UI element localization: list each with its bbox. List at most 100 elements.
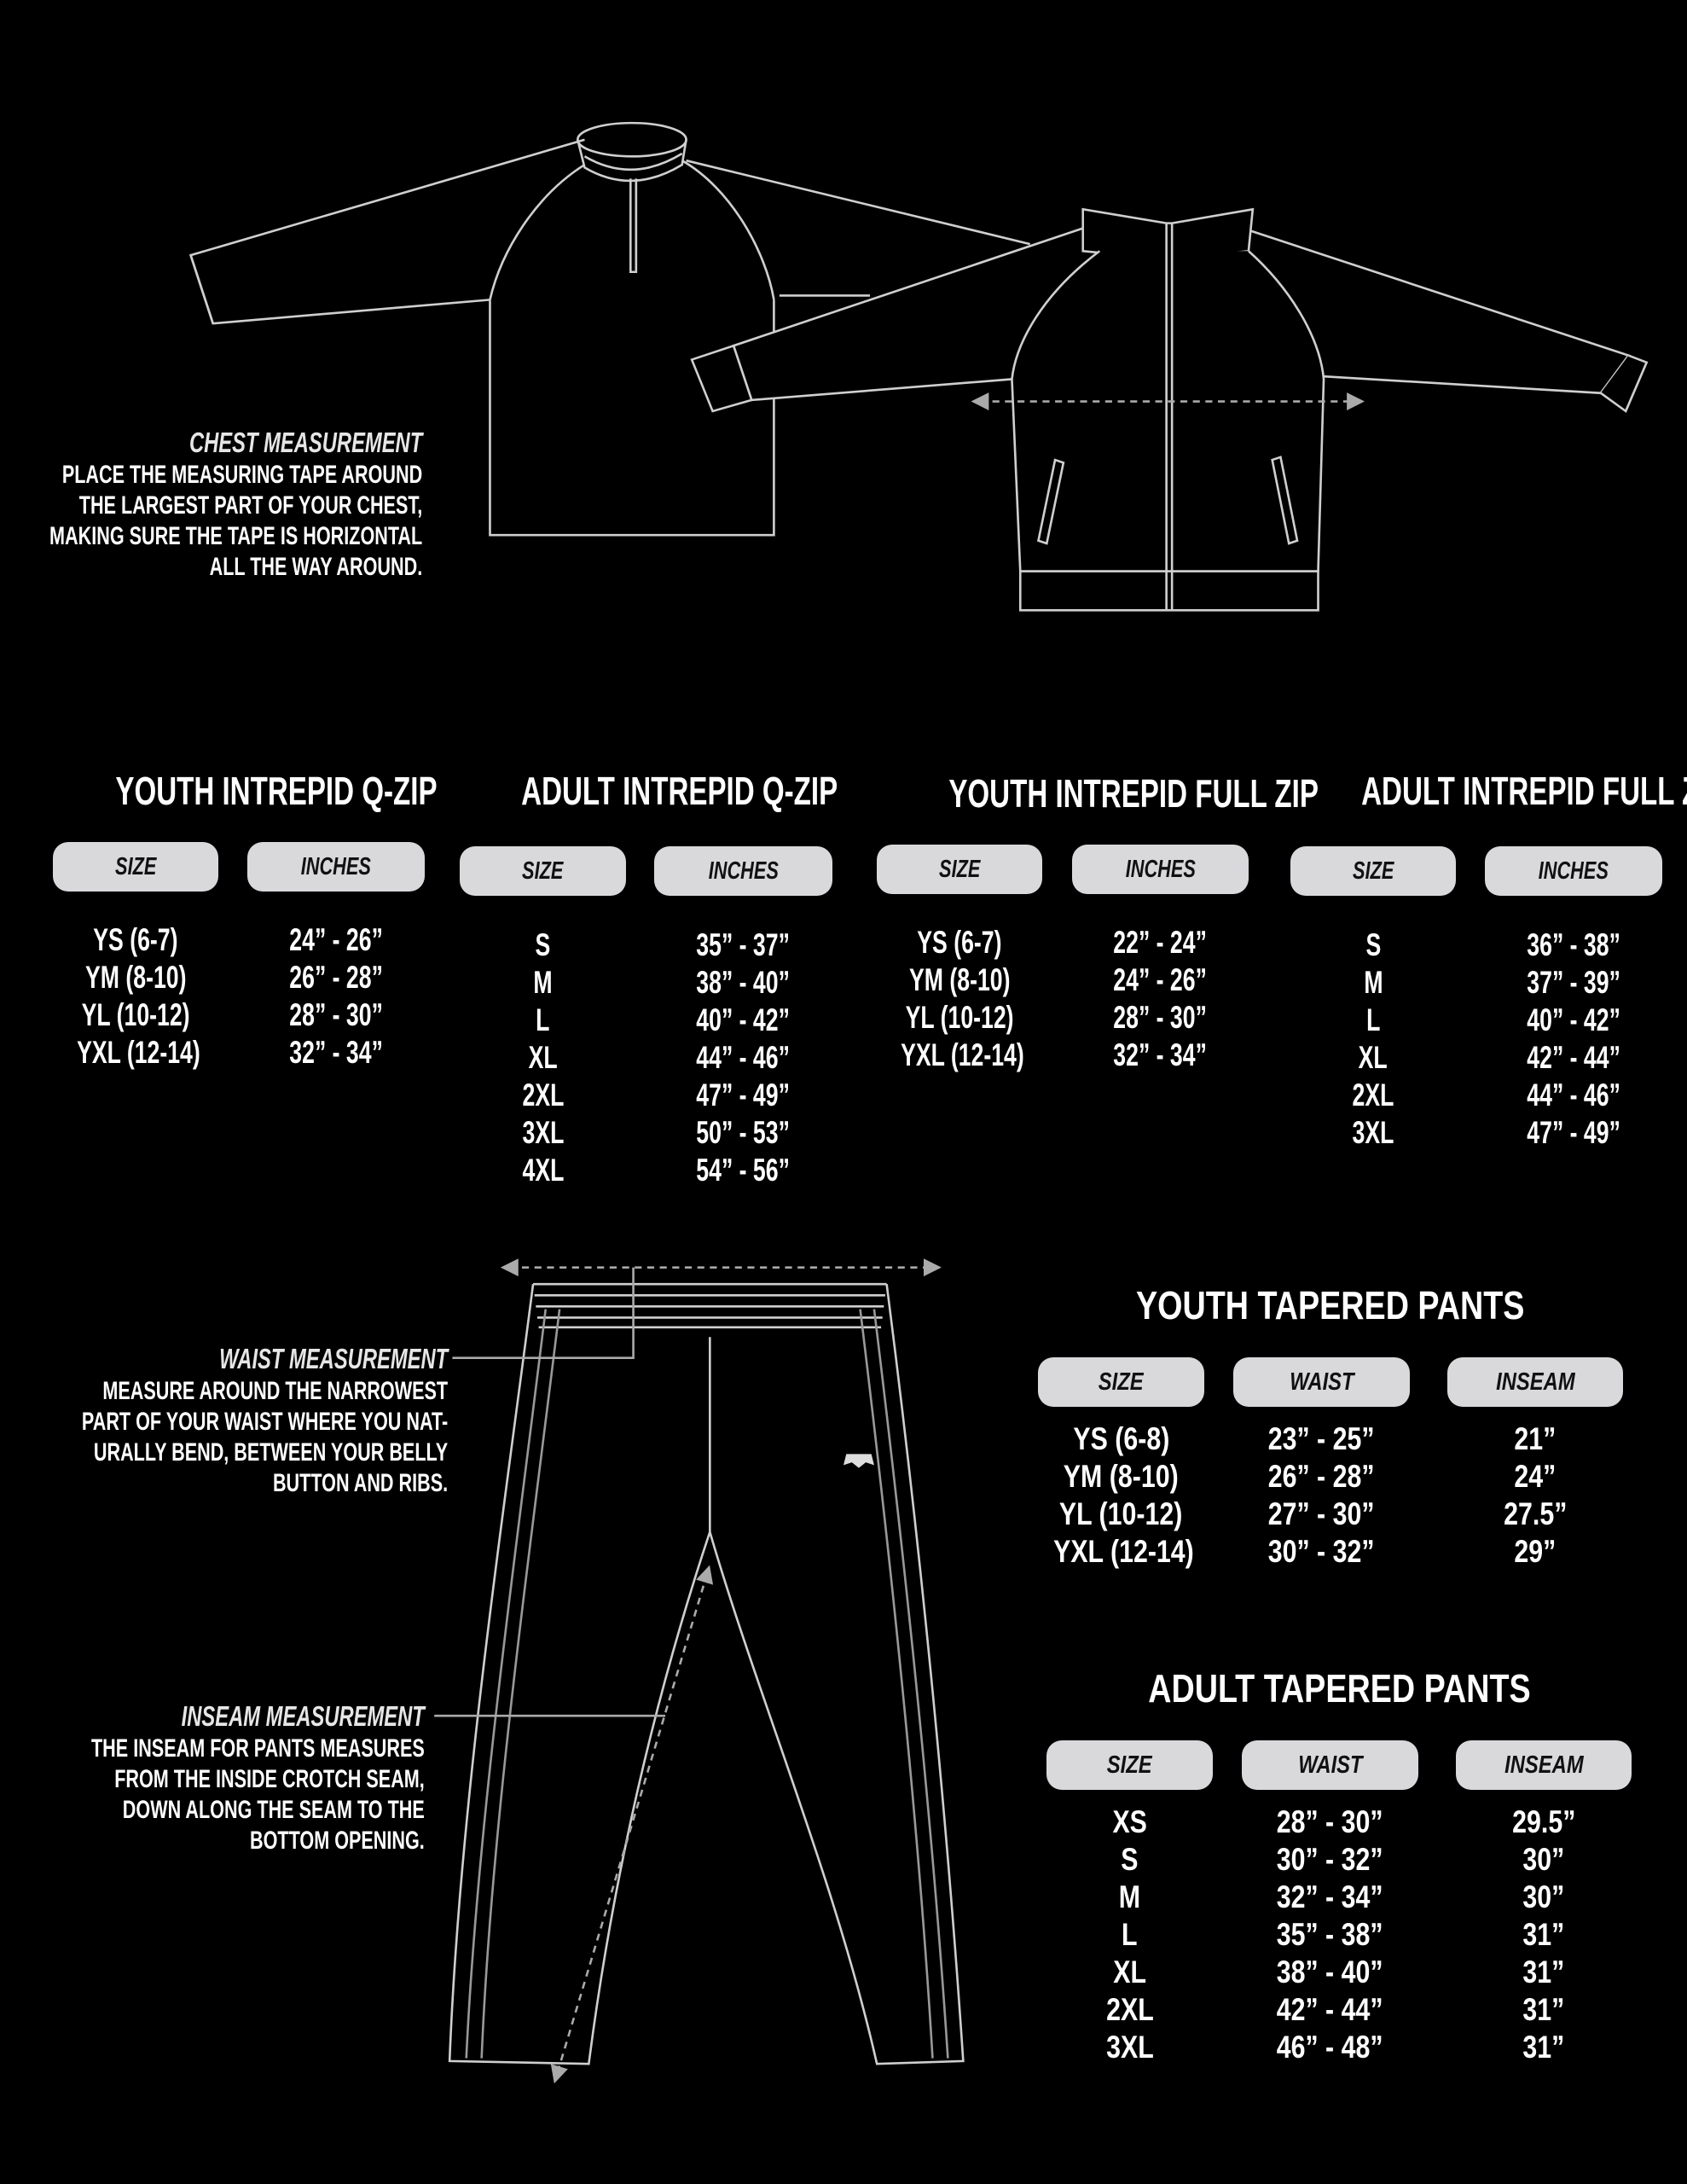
table-cell: YM (8-10) bbox=[53, 959, 218, 996]
waist-note-line: BUTTON AND RIBS. bbox=[272, 1469, 448, 1497]
table-cell-text: 2XL bbox=[1105, 1992, 1154, 2027]
table-cell-text: 28” - 30” bbox=[1113, 1000, 1208, 1035]
table-cell-text: 38” - 40” bbox=[696, 965, 791, 1000]
table-cell: M bbox=[460, 964, 626, 1002]
chest-note-line: ALL THE WAY AROUND. bbox=[209, 553, 422, 581]
table-cell: 44” - 46” bbox=[1485, 1077, 1662, 1114]
column-header-inseam: INSEAM bbox=[1447, 1357, 1623, 1407]
table-cell: 24” bbox=[1447, 1458, 1623, 1496]
table-cell: 32” - 34” bbox=[1072, 1037, 1249, 1074]
chest-measurement-title: CHEST MEASUREMENT bbox=[188, 427, 422, 458]
column-header-size: SIZE bbox=[1290, 846, 1456, 896]
table-cell-text: 2XL bbox=[522, 1077, 564, 1112]
table-cell: 28” - 30” bbox=[1242, 1804, 1418, 1841]
column-header-inches-text: INCHES bbox=[1538, 857, 1609, 885]
chest-measurement-note: CHEST MEASUREMENT PLACE THE MEASURING TA… bbox=[0, 426, 422, 583]
table-title-text: ADULT TAPERED PANTS bbox=[1147, 1666, 1531, 1711]
quarter-zip-jacket-illustration bbox=[188, 121, 1030, 537]
table-title: YOUTH TAPERED PANTS bbox=[1038, 1282, 1623, 1328]
inseam-note-line: FROM THE INSIDE CROTCH SEAM, bbox=[114, 1765, 425, 1793]
table-cell: 2XL bbox=[1290, 1077, 1456, 1114]
table-cell-text: 40” - 42” bbox=[696, 1002, 791, 1037]
table-cell-text: 32” - 34” bbox=[1277, 1879, 1383, 1914]
table-cell-text: 28” - 30” bbox=[289, 997, 383, 1032]
inseam-note-line: BOTTOM OPENING. bbox=[250, 1827, 425, 1855]
table-cell-text: 30” - 32” bbox=[1277, 1842, 1383, 1877]
table-title-text: YOUTH INTREPID FULL ZIP bbox=[948, 771, 1319, 816]
inseam-measurement-note: INSEAM MEASUREMENT THE INSEAM FOR PANTS … bbox=[0, 1699, 425, 1856]
table-cell-text: 36” - 38” bbox=[1527, 927, 1620, 962]
table-cell-text: YXL (12-14) bbox=[77, 1035, 200, 1070]
table-cell: XL bbox=[1046, 1954, 1213, 1991]
table-cell-text: 44” - 46” bbox=[1527, 1077, 1620, 1112]
table-cell: L bbox=[1290, 1002, 1456, 1039]
table-cell: XS bbox=[1046, 1804, 1213, 1841]
table-cell: S bbox=[1046, 1841, 1213, 1879]
column-header-inseam-text: INSEAM bbox=[1495, 1368, 1575, 1396]
column-header-size: SIZE bbox=[460, 846, 626, 896]
table-cell: 27.5” bbox=[1447, 1496, 1623, 1533]
column-header-inseam: INSEAM bbox=[1456, 1740, 1632, 1790]
table-cell: 37” - 39” bbox=[1485, 964, 1662, 1002]
table-cell-text: YS (6-8) bbox=[1073, 1421, 1169, 1456]
table-cell-text: S bbox=[1121, 1842, 1139, 1877]
table-cell: YM (8-10) bbox=[877, 961, 1042, 999]
table-cell: 3XL bbox=[1046, 2029, 1213, 2066]
table-cell-text: 38” - 40” bbox=[1277, 1955, 1383, 1989]
table-cell: 27” - 30” bbox=[1233, 1496, 1410, 1533]
table-cell-text: 23” - 25” bbox=[1268, 1421, 1375, 1456]
table-cell-text: 26” - 28” bbox=[1268, 1459, 1375, 1494]
column-header-inseam-text: INSEAM bbox=[1504, 1751, 1584, 1779]
table-cell: YL (10-12) bbox=[53, 996, 218, 1034]
inseam-measurement-title: INSEAM MEASUREMENT bbox=[181, 1700, 425, 1732]
table-cell-text: YXL (12-14) bbox=[901, 1037, 1024, 1072]
table-cell-text: 50” - 53” bbox=[696, 1115, 791, 1150]
column-header-size: SIZE bbox=[1038, 1357, 1204, 1407]
table-cell-text: 2XL bbox=[1352, 1077, 1394, 1112]
table-cell: YL (10-12) bbox=[1038, 1496, 1204, 1533]
column-header-inches: INCHES bbox=[1485, 846, 1662, 896]
table-cell: 31” bbox=[1456, 1916, 1632, 1954]
table-cell-text: 29.5” bbox=[1511, 1804, 1576, 1839]
table-cell-text: 40” - 42” bbox=[1527, 1002, 1620, 1037]
table-cell-text: YM (8-10) bbox=[908, 962, 1011, 997]
column-header-inches: INCHES bbox=[1072, 845, 1249, 894]
table-cell-text: 42” - 44” bbox=[1527, 1040, 1620, 1075]
table-cell: 3XL bbox=[1290, 1114, 1456, 1152]
table-cell-text: 27.5” bbox=[1503, 1496, 1568, 1531]
table-cell: 29.5” bbox=[1456, 1804, 1632, 1841]
table-cell-text: 4XL bbox=[522, 1153, 564, 1188]
table-cell: 30” - 32” bbox=[1233, 1533, 1410, 1571]
table-cell: 46” - 48” bbox=[1242, 2029, 1418, 2066]
table-cell: 30” bbox=[1456, 1879, 1632, 1916]
table-cell-text: 3XL bbox=[522, 1115, 564, 1150]
table-cell-text: S bbox=[535, 927, 551, 962]
table-cell-text: XS bbox=[1112, 1804, 1147, 1839]
table-cell-text: YXL (12-14) bbox=[1053, 1534, 1194, 1569]
table-cell: 50” - 53” bbox=[654, 1114, 832, 1152]
table-cell-text: XL bbox=[528, 1040, 558, 1075]
table-cell-text: 3XL bbox=[1352, 1115, 1394, 1150]
table-cell-text: L bbox=[1122, 1917, 1138, 1952]
table-cell-text: 24” - 26” bbox=[289, 922, 383, 957]
waist-note-line: MEASURE AROUND THE NARROWEST bbox=[102, 1377, 448, 1405]
table-cell: 40” - 42” bbox=[1485, 1002, 1662, 1039]
table-cell-text: 30” bbox=[1522, 1879, 1565, 1914]
table-title-text: ADULT INTREPID FULL ZIP bbox=[1361, 769, 1687, 813]
column-header-inches-text: INCHES bbox=[1125, 855, 1196, 883]
column-header-size-text: SIZE bbox=[1107, 1751, 1152, 1779]
table-cell-text: YM (8-10) bbox=[1064, 1459, 1179, 1494]
column-header-inches-text: INCHES bbox=[708, 857, 779, 885]
table-cell-text: 3XL bbox=[1105, 2030, 1154, 2065]
table-cell-text: 31” bbox=[1522, 2030, 1565, 2065]
table-title: ADULT INTREPID FULL ZIP bbox=[1290, 768, 1687, 814]
table-cell: YM (8-10) bbox=[1038, 1458, 1204, 1496]
table-cell-text: 47” - 49” bbox=[1527, 1115, 1620, 1150]
column-header-inches: INCHES bbox=[247, 842, 425, 892]
table-cell-text: 29” bbox=[1514, 1534, 1557, 1569]
table-cell: 30” - 32” bbox=[1242, 1841, 1418, 1879]
waist-measurement-note: WAIST MEASUREMENT MEASURE AROUND THE NAR… bbox=[0, 1342, 448, 1499]
chest-note-line: MAKING SURE THE TAPE IS HORIZONTAL bbox=[49, 522, 422, 550]
table-cell-text: YS (6-7) bbox=[917, 925, 1002, 960]
waist-measurement-title: WAIST MEASUREMENT bbox=[219, 1343, 448, 1374]
